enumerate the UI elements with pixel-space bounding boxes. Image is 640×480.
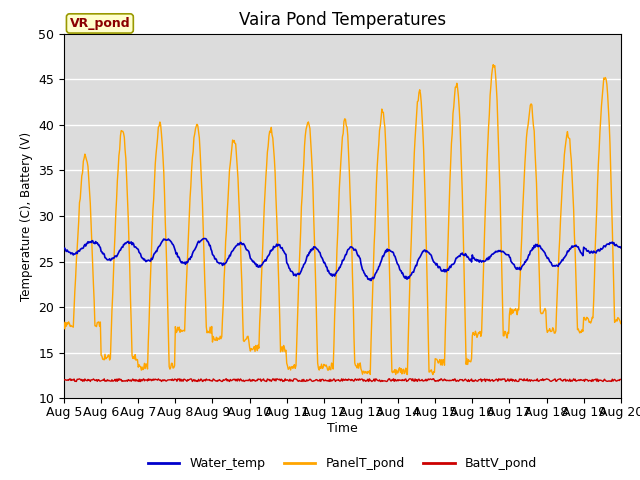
X-axis label: Time: Time: [327, 422, 358, 435]
Text: VR_pond: VR_pond: [70, 17, 130, 30]
Title: Vaira Pond Temperatures: Vaira Pond Temperatures: [239, 11, 446, 29]
Legend: Water_temp, PanelT_pond, BattV_pond: Water_temp, PanelT_pond, BattV_pond: [143, 452, 542, 475]
Y-axis label: Temperature (C), Battery (V): Temperature (C), Battery (V): [20, 132, 33, 300]
